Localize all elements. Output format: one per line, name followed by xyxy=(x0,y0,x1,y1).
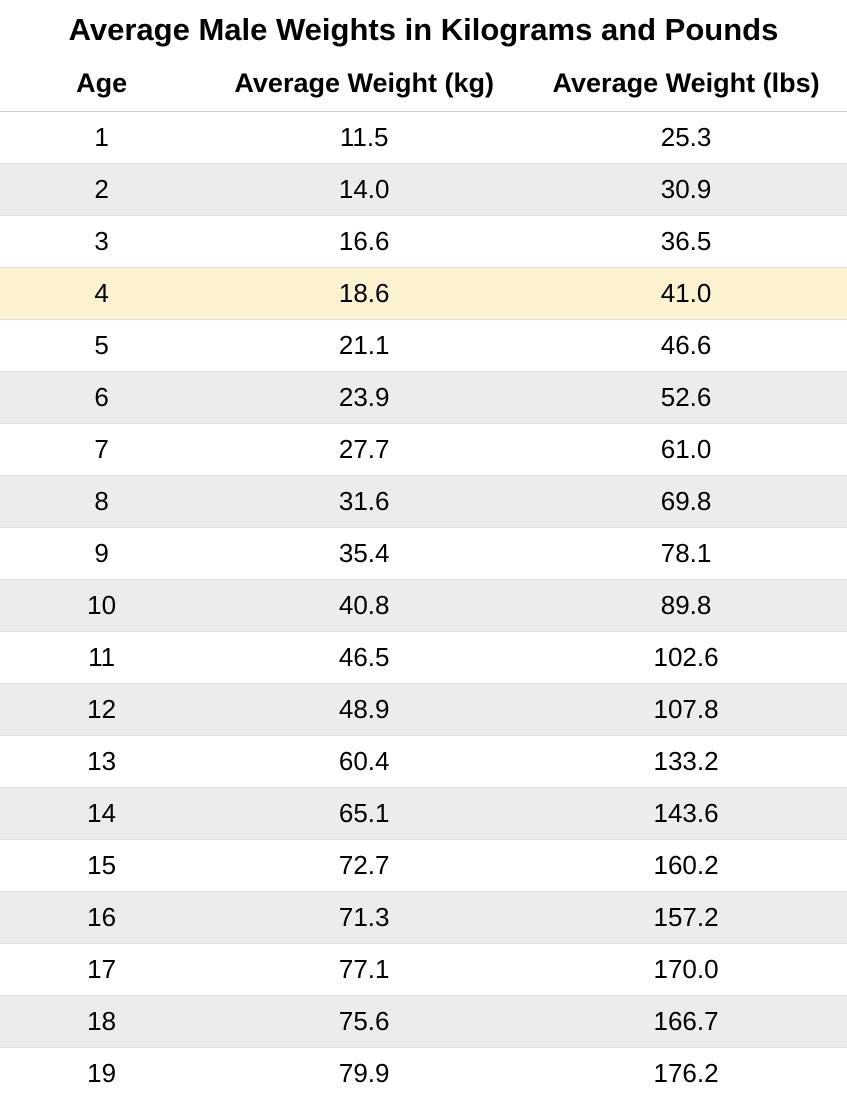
cell-lbs: 61.0 xyxy=(525,424,847,476)
cell-kg: 16.6 xyxy=(203,216,525,268)
header-kg: Average Weight (kg) xyxy=(203,58,525,112)
cell-lbs: 36.5 xyxy=(525,216,847,268)
cell-lbs: 89.8 xyxy=(525,580,847,632)
table-body: 111.525.3214.030.9316.636.5418.641.0521.… xyxy=(0,112,847,1099)
cell-age: 11 xyxy=(0,632,203,684)
table-row: 623.952.6 xyxy=(0,372,847,424)
cell-age: 13 xyxy=(0,736,203,788)
cell-lbs: 30.9 xyxy=(525,164,847,216)
table-row: 1146.5102.6 xyxy=(0,632,847,684)
cell-age: 15 xyxy=(0,840,203,892)
cell-age: 14 xyxy=(0,788,203,840)
cell-kg: 60.4 xyxy=(203,736,525,788)
weight-table: Age Average Weight (kg) Average Weight (… xyxy=(0,58,847,1099)
table-header: Age Average Weight (kg) Average Weight (… xyxy=(0,58,847,112)
cell-lbs: 41.0 xyxy=(525,268,847,320)
cell-kg: 46.5 xyxy=(203,632,525,684)
table-title: Average Male Weights in Kilograms and Po… xyxy=(0,0,847,58)
cell-lbs: 166.7 xyxy=(525,996,847,1048)
cell-lbs: 170.0 xyxy=(525,944,847,996)
table-row: 935.478.1 xyxy=(0,528,847,580)
cell-kg: 72.7 xyxy=(203,840,525,892)
cell-kg: 23.9 xyxy=(203,372,525,424)
cell-kg: 48.9 xyxy=(203,684,525,736)
cell-age: 7 xyxy=(0,424,203,476)
cell-kg: 71.3 xyxy=(203,892,525,944)
table-row: 521.146.6 xyxy=(0,320,847,372)
cell-age: 9 xyxy=(0,528,203,580)
cell-kg: 65.1 xyxy=(203,788,525,840)
cell-kg: 75.6 xyxy=(203,996,525,1048)
table-row: 727.761.0 xyxy=(0,424,847,476)
cell-age: 3 xyxy=(0,216,203,268)
cell-age: 6 xyxy=(0,372,203,424)
table-row: 1777.1170.0 xyxy=(0,944,847,996)
cell-kg: 11.5 xyxy=(203,112,525,164)
cell-age: 12 xyxy=(0,684,203,736)
header-lbs: Average Weight (lbs) xyxy=(525,58,847,112)
table-row: 1248.9107.8 xyxy=(0,684,847,736)
cell-lbs: 78.1 xyxy=(525,528,847,580)
table-row: 831.669.8 xyxy=(0,476,847,528)
cell-kg: 21.1 xyxy=(203,320,525,372)
cell-lbs: 157.2 xyxy=(525,892,847,944)
cell-kg: 27.7 xyxy=(203,424,525,476)
cell-lbs: 160.2 xyxy=(525,840,847,892)
cell-lbs: 107.8 xyxy=(525,684,847,736)
table-row: 1979.9176.2 xyxy=(0,1048,847,1099)
cell-age: 5 xyxy=(0,320,203,372)
table-row: 1040.889.8 xyxy=(0,580,847,632)
table-row: 1875.6166.7 xyxy=(0,996,847,1048)
table-row: 214.030.9 xyxy=(0,164,847,216)
cell-age: 10 xyxy=(0,580,203,632)
weight-table-container: Average Male Weights in Kilograms and Po… xyxy=(0,0,847,1099)
cell-age: 8 xyxy=(0,476,203,528)
cell-kg: 35.4 xyxy=(203,528,525,580)
cell-kg: 14.0 xyxy=(203,164,525,216)
cell-age: 18 xyxy=(0,996,203,1048)
cell-age: 19 xyxy=(0,1048,203,1099)
cell-lbs: 176.2 xyxy=(525,1048,847,1099)
cell-age: 16 xyxy=(0,892,203,944)
cell-lbs: 69.8 xyxy=(525,476,847,528)
cell-kg: 31.6 xyxy=(203,476,525,528)
cell-lbs: 25.3 xyxy=(525,112,847,164)
cell-lbs: 133.2 xyxy=(525,736,847,788)
cell-kg: 18.6 xyxy=(203,268,525,320)
cell-lbs: 102.6 xyxy=(525,632,847,684)
table-row: 1572.7160.2 xyxy=(0,840,847,892)
cell-lbs: 52.6 xyxy=(525,372,847,424)
table-row: 1671.3157.2 xyxy=(0,892,847,944)
cell-age: 17 xyxy=(0,944,203,996)
table-row: 316.636.5 xyxy=(0,216,847,268)
cell-kg: 79.9 xyxy=(203,1048,525,1099)
cell-age: 1 xyxy=(0,112,203,164)
header-row: Age Average Weight (kg) Average Weight (… xyxy=(0,58,847,112)
cell-lbs: 143.6 xyxy=(525,788,847,840)
header-age: Age xyxy=(0,58,203,112)
table-row: 418.641.0 xyxy=(0,268,847,320)
table-row: 1465.1143.6 xyxy=(0,788,847,840)
table-row: 1360.4133.2 xyxy=(0,736,847,788)
cell-kg: 77.1 xyxy=(203,944,525,996)
cell-lbs: 46.6 xyxy=(525,320,847,372)
cell-age: 2 xyxy=(0,164,203,216)
cell-kg: 40.8 xyxy=(203,580,525,632)
cell-age: 4 xyxy=(0,268,203,320)
table-row: 111.525.3 xyxy=(0,112,847,164)
